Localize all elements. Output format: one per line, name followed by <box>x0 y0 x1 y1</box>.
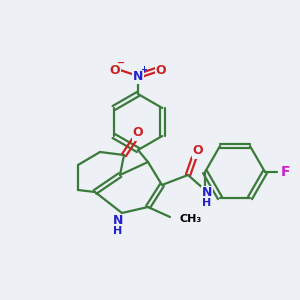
Text: O: O <box>193 145 203 158</box>
Text: H: H <box>113 226 123 236</box>
Text: N: N <box>133 70 143 83</box>
Text: O: O <box>133 127 143 140</box>
Text: +: + <box>140 65 148 74</box>
Text: O: O <box>110 64 120 76</box>
Text: N: N <box>202 187 212 200</box>
Text: F: F <box>280 165 290 179</box>
Text: O: O <box>156 64 166 76</box>
Text: CH₃: CH₃ <box>180 214 202 224</box>
Text: N: N <box>113 214 123 227</box>
Text: −: − <box>117 58 125 68</box>
Text: H: H <box>202 198 211 208</box>
